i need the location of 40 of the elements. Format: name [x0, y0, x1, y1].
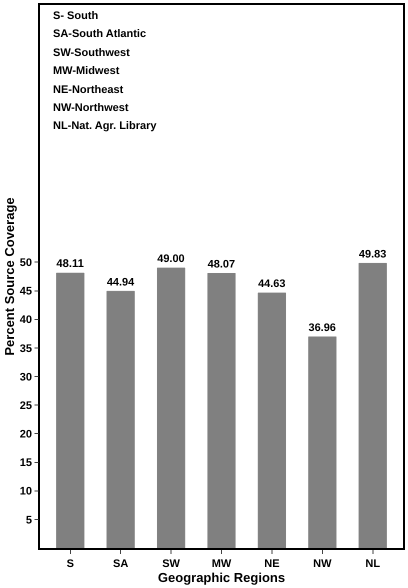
y-axis-title: Percent Source Coverage — [2, 197, 18, 356]
annotation: S- South — [53, 10, 98, 22]
annotation: SW-Southwest — [53, 47, 130, 59]
bar — [308, 336, 336, 548]
data-label: 48.11 — [56, 258, 84, 270]
y-tick-label: 40 — [20, 314, 32, 326]
x-tick-label: NE — [264, 558, 280, 570]
bar — [106, 290, 135, 548]
y-tick-label: 5 — [26, 514, 32, 526]
bar — [207, 272, 236, 548]
y-tick-label: 25 — [20, 400, 32, 412]
y-tick-label: 30 — [20, 371, 32, 384]
bar — [258, 292, 286, 548]
y-tick-label: 10 — [20, 486, 32, 498]
x-tick-label: SA — [113, 558, 128, 570]
x-tick-label: NL — [365, 558, 380, 570]
data-label: 49.83 — [358, 248, 386, 260]
bar — [56, 272, 84, 548]
data-label: 44.63 — [258, 278, 286, 290]
y-tick-label: 50 — [20, 257, 32, 270]
x-tick-label: MW — [212, 558, 232, 570]
y-tick-label: 35 — [20, 342, 32, 355]
annotation: SA-South Atlantic — [53, 28, 146, 40]
x-axis-title: Geographic Regions — [158, 570, 286, 585]
x-tick-label: S — [66, 558, 74, 570]
annotation: NE-Northeast — [53, 84, 124, 96]
y-tick-label: 15 — [20, 457, 32, 470]
data-label: 44.94 — [106, 276, 136, 288]
bar — [358, 262, 387, 548]
data-label: 49.00 — [157, 253, 185, 266]
data-label: 48.07 — [208, 258, 236, 270]
annotation: NW-Northwest — [53, 102, 129, 114]
data-label: 36.96 — [308, 322, 336, 334]
annotation: NL-Nat. Agr. Library — [53, 120, 158, 132]
y-tick-label: 20 — [20, 428, 32, 441]
y-tick-label: 45 — [20, 286, 32, 298]
x-tick-label: SW — [162, 558, 181, 570]
annotation: MW-Midwest — [53, 65, 120, 77]
bar — [156, 268, 186, 548]
x-tick-label: NW — [313, 558, 332, 570]
